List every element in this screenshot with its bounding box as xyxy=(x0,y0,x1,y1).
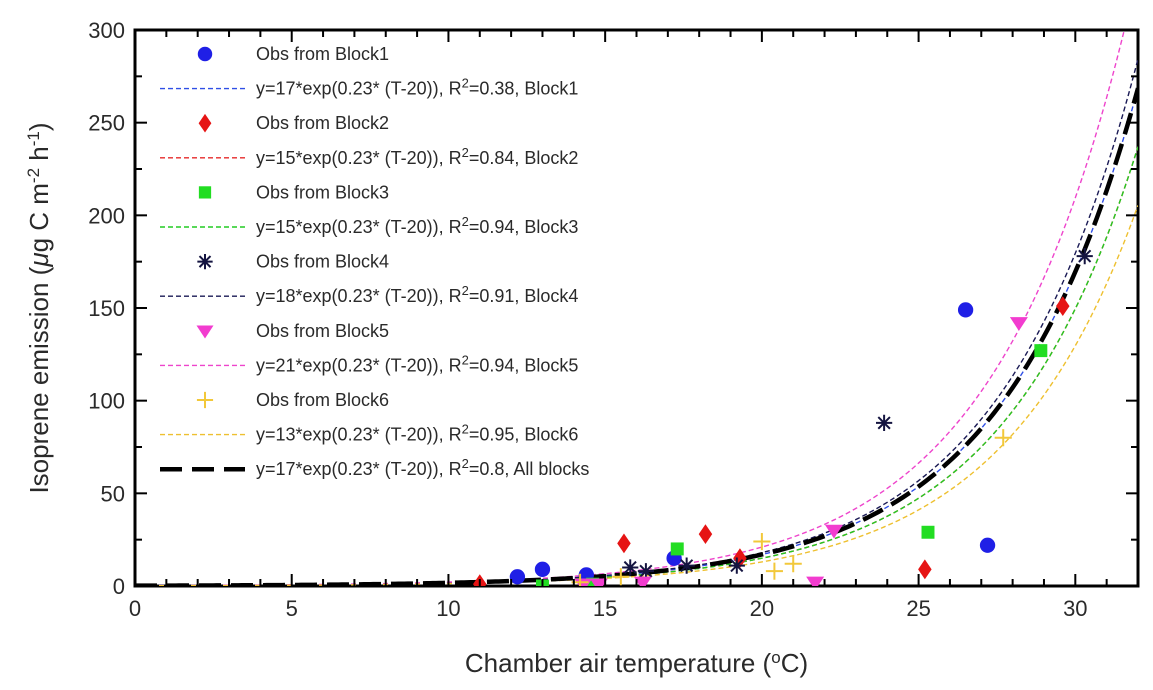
x-tick-label: 30 xyxy=(1063,596,1087,621)
legend-entry: Obs from Block1 xyxy=(197,44,389,64)
legend-marker xyxy=(197,253,213,270)
legend-entry: y=13*exp(0.23* (T-20)), R2=0.95, Block6 xyxy=(160,421,578,445)
point-block6 xyxy=(994,429,1012,447)
point-block6 xyxy=(753,532,771,551)
legend-label: y=15*exp(0.23* (T-20)), R2=0.94, Block3 xyxy=(256,214,578,238)
point-block4 xyxy=(728,557,745,574)
y-tick-label: 250 xyxy=(88,111,125,136)
legend-entry: Obs from Block2 xyxy=(198,113,389,133)
legend-label: Obs from Block1 xyxy=(256,44,389,64)
legend: Obs from Block1 y=17*exp(0.23* (T-20)), R… xyxy=(160,44,589,479)
point-block6 xyxy=(765,562,783,580)
legend-entry: y=17*exp(0.23* (T-20)), R2=0.8, All bloc… xyxy=(160,456,589,480)
point-block4 xyxy=(876,414,893,432)
legend-marker xyxy=(198,113,212,133)
legend-entry: y=15*exp(0.23* (T-20)), R2=0.94, Block3 xyxy=(160,214,578,238)
legend-entry: y=21*exp(0.23* (T-20)), R2=0.94, Block5 xyxy=(160,352,578,376)
legend-label: y=17*exp(0.23* (T-20)), R2=0.38, Block1 xyxy=(256,75,578,99)
legend-marker xyxy=(198,186,212,199)
data-points xyxy=(473,248,1093,586)
point-block3 xyxy=(1034,344,1048,358)
legend-label: y=13*exp(0.23* (T-20)), R2=0.95, Block6 xyxy=(256,421,578,445)
legend-entry: Obs from Block6 xyxy=(196,390,389,410)
x-tick-label: 15 xyxy=(593,596,617,621)
legend-entry: Obs from Block5 xyxy=(196,321,389,341)
legend-entry: y=17*exp(0.23* (T-20)), R2=0.38, Block1 xyxy=(160,75,578,99)
legend-entry: y=15*exp(0.23* (T-20)), R2=0.84, Block2 xyxy=(160,144,578,168)
point-block2 xyxy=(698,524,713,545)
legend-label: y=15*exp(0.23* (T-20)), R2=0.84, Block2 xyxy=(256,144,578,168)
point-block5 xyxy=(633,576,652,586)
y-tick-label: 50 xyxy=(101,481,125,506)
y-tick-label: 0 xyxy=(113,574,125,599)
legend-entry: Obs from Block3 xyxy=(198,182,389,202)
point-block4 xyxy=(1076,248,1093,265)
point-block5 xyxy=(824,524,843,539)
point-block4 xyxy=(678,557,695,574)
legend-label: Obs from Block2 xyxy=(256,113,389,133)
x-tick-label: 5 xyxy=(286,596,298,621)
point-block1 xyxy=(979,537,996,553)
point-block4 xyxy=(637,563,655,580)
x-tick-label: 25 xyxy=(906,596,930,621)
legend-label: Obs from Block3 xyxy=(256,182,389,202)
legend-label: y=21*exp(0.23* (T-20)), R2=0.94, Block5 xyxy=(256,352,578,376)
x-tick-label: 10 xyxy=(436,596,460,621)
point-block6 xyxy=(612,568,630,586)
legend-marker xyxy=(197,46,213,62)
legend-entry: y=18*exp(0.23* (T-20)), R2=0.91, Block4 xyxy=(160,283,578,307)
point-block1 xyxy=(957,302,974,318)
legend-label: y=18*exp(0.23* (T-20)), R2=0.91, Block4 xyxy=(256,283,578,307)
y-tick-label: 200 xyxy=(88,203,125,228)
legend-marker xyxy=(196,391,214,409)
x-axis-title: Chamber air temperature (oC) xyxy=(465,648,808,679)
legend-label: Obs from Block6 xyxy=(256,390,389,410)
legend-entry: Obs from Block4 xyxy=(197,252,389,272)
y-tick-label: 150 xyxy=(88,296,125,321)
point-block2 xyxy=(918,559,932,580)
fit-lines xyxy=(135,30,1138,586)
x-tick-label: 20 xyxy=(750,596,774,621)
point-block6 xyxy=(784,555,802,573)
y-axis-ticks: 0 50 100 150 200 250 300 xyxy=(88,18,1138,599)
point-block5 xyxy=(589,578,608,586)
x-tick-label: 0 xyxy=(129,596,141,621)
legend-label: Obs from Block4 xyxy=(256,252,389,272)
point-block3 xyxy=(921,525,935,539)
x-axis-ticks: 0 5 10 15 20 25 30 xyxy=(129,30,1139,621)
y-tick-label: 100 xyxy=(88,389,125,414)
point-block5 xyxy=(806,576,825,586)
fit-curve-7 xyxy=(135,87,1138,586)
point-block1 xyxy=(534,561,551,577)
y-tick-label: 300 xyxy=(88,18,125,43)
legend-label: Obs from Block5 xyxy=(256,321,389,341)
point-block4 xyxy=(622,559,639,576)
point-block3 xyxy=(670,542,684,556)
point-block2 xyxy=(1056,296,1070,317)
legend-label: y=17*exp(0.23* (T-20)), R2=0.8, All bloc… xyxy=(256,456,589,480)
point-block1 xyxy=(509,569,526,585)
fit-curve-4 xyxy=(135,58,1138,586)
point-block2 xyxy=(617,533,631,554)
y-axis-title: Isoprene emission (μg C m-2 h-1) xyxy=(24,122,55,493)
fit-curve-6 xyxy=(135,205,1138,586)
legend-marker xyxy=(196,325,214,339)
point-block5 xyxy=(1009,317,1028,331)
